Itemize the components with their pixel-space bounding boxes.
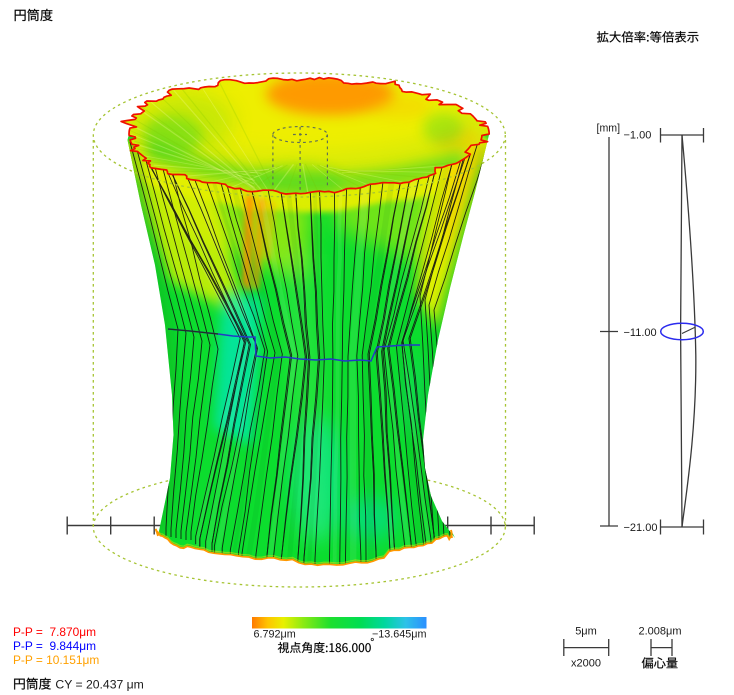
svg-text:6.792μm: 6.792μm [254, 629, 296, 641]
svg-text:−21.00: −21.00 [624, 522, 658, 534]
svg-text:[mm]: [mm] [597, 123, 621, 135]
svg-text:−1.00: −1.00 [624, 130, 652, 142]
svg-text:5μm: 5μm [575, 626, 597, 638]
svg-text:2.008μm: 2.008μm [638, 626, 681, 638]
svg-text:CY = 20.437 μm: CY = 20.437 μm [55, 678, 143, 692]
svg-text:P-P = 9.844μm: P-P = 9.844μm [13, 639, 96, 653]
svg-text:−13.645μm: −13.645μm [372, 629, 427, 641]
svg-text:x2000: x2000 [571, 658, 601, 670]
svg-text:P-P = 7.870μm: P-P = 7.870μm [13, 625, 96, 639]
svg-text:P-P = 10.151μm: P-P = 10.151μm [13, 653, 99, 667]
svg-text:−11.00: −11.00 [624, 327, 657, 339]
